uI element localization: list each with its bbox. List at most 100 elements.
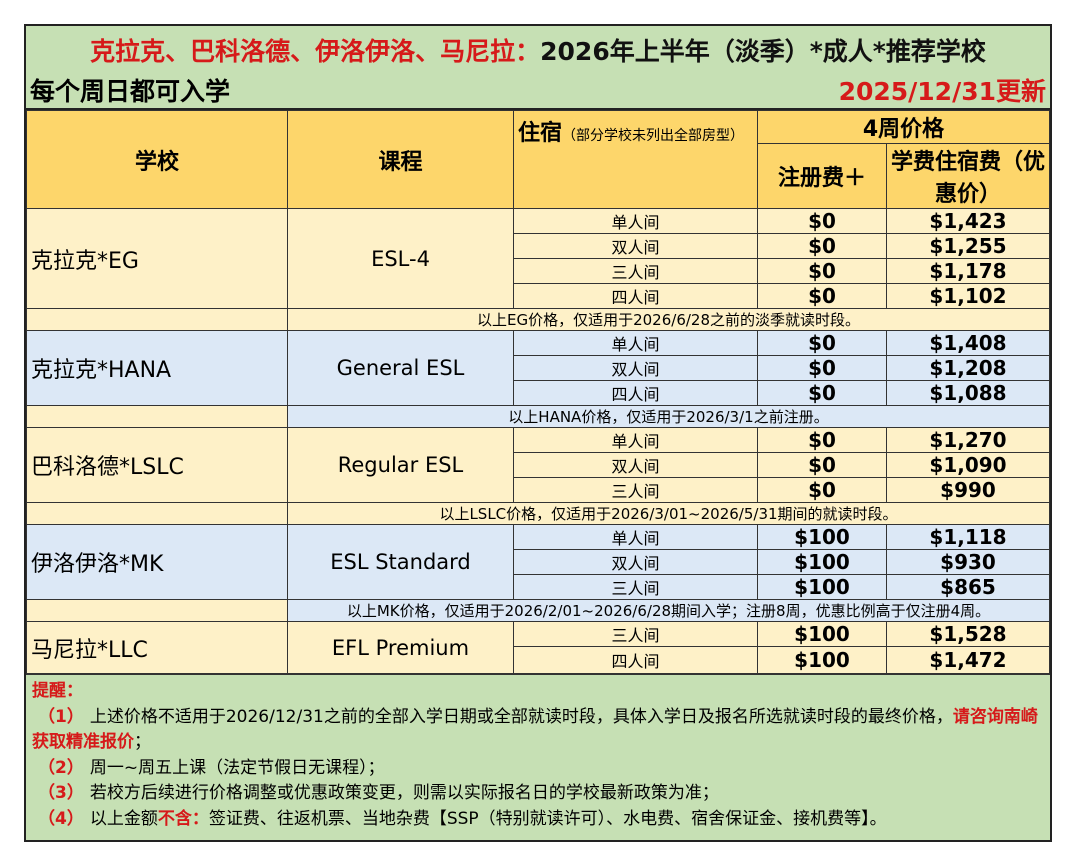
note-row: 以上MK价格，仅适用于2026/2/01~2026/6/28期间入学；注册8周，… <box>26 599 1050 622</box>
room-type: 单人间 <box>513 524 758 550</box>
room-type: 单人间 <box>513 330 758 356</box>
header-school: 学校 <box>26 110 288 209</box>
room-type: 三人间 <box>513 477 758 503</box>
registration-fee: $100 <box>757 646 887 674</box>
reminder-tail: ； <box>134 732 151 752</box>
room-type: 四人间 <box>513 283 758 309</box>
note-row: 以上LSLC价格，仅适用于2026/3/01~2026/5/31期间的就读时段。 <box>26 502 1050 525</box>
reminder-text: 若校方后续进行价格调整或优惠政策变更，则需以实际报名日的学校最新政策为准； <box>89 783 719 803</box>
tuition-fee: $1,088 <box>886 380 1050 406</box>
table-row: 双人间 $0 $1,090 <box>27 452 1050 478</box>
registration-fee: $0 <box>757 355 887 381</box>
header-room-note: （部分学校未列出全部房型） <box>562 128 745 144</box>
table-row: 巴科洛德*LSLC Regular ESL 单人间 $0 $1,270 <box>26 427 1050 503</box>
title-rest: 2026年上半年（淡季）*成人*推荐学校 <box>540 37 986 66</box>
course-name: Regular ESL <box>287 427 514 503</box>
registration-fee: $0 <box>757 233 887 259</box>
header-tuition: 学费住宿费（优惠价） <box>886 143 1050 209</box>
school-price-note: 以上EG价格，仅适用于2026/6/28之前的淡季就读时段。 <box>287 308 1050 331</box>
table-row: 马尼拉*LLC EFL Premium 三人间 $100 $1,528 <box>26 621 1050 674</box>
title-regions: 克拉克、巴科洛德、伊洛伊洛、马尼拉： <box>90 37 541 66</box>
room-type: 双人间 <box>513 452 758 478</box>
reminder-number: （2） <box>38 757 84 778</box>
school-price-note: 以上MK价格，仅适用于2026/2/01~2026/6/28期间入学；注册8周，… <box>287 599 1050 622</box>
course-name: EFL Premium <box>287 621 514 674</box>
course-name: ESL-4 <box>287 208 514 309</box>
reminder-item: （1） 上述价格不适用于2026/12/31之前的全部入学日期或全部就读时段，具体… <box>32 705 1044 756</box>
room-type: 单人间 <box>513 208 758 234</box>
room-type: 三人间 <box>513 574 758 600</box>
room-type: 四人间 <box>513 646 758 674</box>
registration-fee: $0 <box>757 452 887 478</box>
room-type: 双人间 <box>513 355 758 381</box>
table-row: 伊洛伊洛*MK ESL Standard 单人间 $100 $1,118 <box>26 524 1050 600</box>
note-spacer <box>26 308 288 331</box>
tuition-fee: $1,270 <box>886 427 1050 453</box>
table-row: 四人间 $0 $1,088 <box>27 380 1050 406</box>
registration-fee: $0 <box>757 477 887 503</box>
reminder-number: （4） <box>38 808 84 829</box>
school-name: 马尼拉*LLC <box>26 621 288 674</box>
header-room-label: 住宿 <box>518 121 563 146</box>
reminder-number: （1） <box>38 706 84 727</box>
registration-fee: $0 <box>757 258 887 284</box>
reminder-text: 以上金额 <box>89 808 158 829</box>
note-row: 以上HANA价格，仅适用于2026/3/1之前注册。 <box>26 405 1050 428</box>
note-spacer <box>26 502 288 525</box>
table-row: 三人间 $100 $865 <box>27 574 1050 600</box>
school-name: 伊洛伊洛*MK <box>26 524 288 600</box>
tuition-fee: $1,408 <box>886 330 1050 356</box>
reminder-item: （3） 若校方后续进行价格调整或优惠政策变更，则需以实际报名日的学校最新政策为准； <box>32 781 1044 807</box>
registration-fee: $0 <box>757 380 887 406</box>
update-date: 2025/12/31更新 <box>838 77 1046 106</box>
table-row: 双人间 $0 $1,208 <box>27 355 1050 381</box>
tuition-fee: $1,472 <box>886 646 1050 674</box>
tuition-fee: $1,090 <box>886 452 1050 478</box>
school-price-note: 以上HANA价格，仅适用于2026/3/1之前注册。 <box>287 405 1050 428</box>
registration-fee: $100 <box>757 574 887 600</box>
registration-fee: $100 <box>757 621 887 647</box>
reminders-heading: 提醒： <box>32 681 83 701</box>
header-room: 住宿（部分学校未列出全部房型） <box>513 110 758 209</box>
header-course: 课程 <box>287 110 514 209</box>
school-name: 巴科洛德*LSLC <box>26 427 288 503</box>
table-row: 三人间 $0 $990 <box>27 477 1050 503</box>
reminder-text: 周一~周五上课（法定节假日无课程）； <box>89 757 385 778</box>
course-name: General ESL <box>287 330 514 406</box>
room-type: 双人间 <box>513 549 758 575</box>
registration-fee: $0 <box>757 427 887 453</box>
registration-fee: $0 <box>757 283 887 309</box>
reminder-item: （2） 周一~周五上课（法定节假日无课程）； <box>32 756 1044 782</box>
price-table: 学校 课程 住宿（部分学校未列出全部房型） 4周价格 注册费＋ 学费住宿费（优惠… <box>26 110 1050 674</box>
course-name: ESL Standard <box>287 524 514 600</box>
table-row: 四人间 $0 $1,102 <box>27 283 1050 309</box>
note-spacer <box>26 599 288 622</box>
room-type: 单人间 <box>513 427 758 453</box>
school-name: 克拉克*HANA <box>26 330 288 406</box>
table-row: 三人间 $0 $1,178 <box>27 258 1050 284</box>
room-type: 三人间 <box>513 621 758 647</box>
table-row: 克拉克*EG ESL-4 单人间 $0 $1,423 <box>26 208 1050 309</box>
room-type: 三人间 <box>513 258 758 284</box>
reminder-highlight: 请咨询南崎获取精准报价 <box>32 706 1038 753</box>
header-reg-fee: 注册费＋ <box>757 143 887 209</box>
reminder-highlight: 不含： <box>157 808 209 829</box>
tuition-fee: $1,528 <box>886 621 1050 647</box>
school-name: 克拉克*EG <box>26 208 288 309</box>
tuition-fee: $1,423 <box>886 208 1050 234</box>
reminder-number: （3） <box>38 783 84 803</box>
table-row: 四人间 $100 $1,472 <box>27 646 1050 674</box>
page-title: 克拉克、巴科洛德、伊洛伊洛、马尼拉：2026年上半年（淡季）*成人*推荐学校 <box>26 32 1050 68</box>
note-row: 以上EG价格，仅适用于2026/6/28之前的淡季就读时段。 <box>26 308 1050 331</box>
registration-fee: $100 <box>757 524 887 550</box>
tuition-fee: $1,178 <box>886 258 1050 284</box>
school-price-note: 以上LSLC价格，仅适用于2026/3/01~2026/5/31期间的就读时段。 <box>287 502 1050 525</box>
registration-fee: $100 <box>757 549 887 575</box>
enrollment-note: 每个周日都可入学 <box>30 77 231 106</box>
room-type: 四人间 <box>513 380 758 406</box>
note-spacer <box>26 405 288 428</box>
header-4week-price: 4周价格 <box>757 110 1050 144</box>
room-type: 双人间 <box>513 233 758 259</box>
tuition-fee: $1,208 <box>886 355 1050 381</box>
tuition-fee: $930 <box>886 549 1050 575</box>
